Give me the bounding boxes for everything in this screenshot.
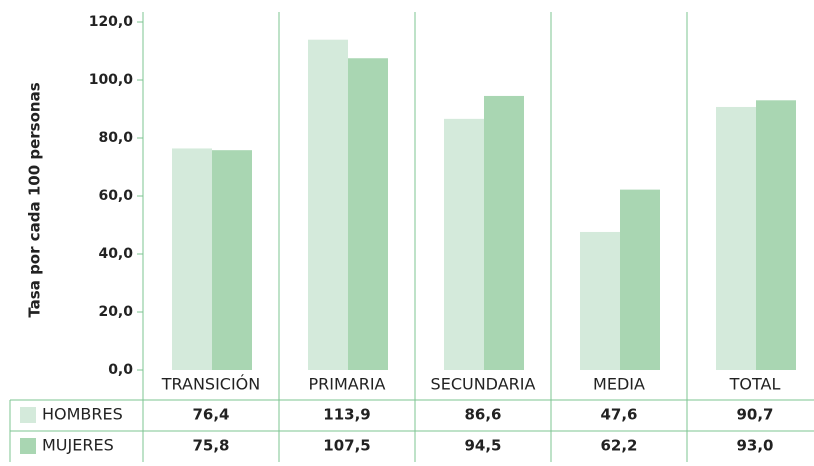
- value-label: 76,4: [192, 406, 229, 424]
- bar: [620, 189, 660, 370]
- value-label: 86,6: [464, 406, 501, 424]
- legend-swatch: [20, 407, 36, 423]
- bar: [580, 231, 620, 370]
- bar: [756, 100, 796, 371]
- value-label: 47,6: [600, 406, 637, 424]
- bar: [348, 58, 388, 370]
- y-tick-label: 40,0: [98, 246, 133, 262]
- bar: [444, 118, 484, 370]
- bar: [212, 150, 252, 370]
- y-tick-label: 120,0: [89, 14, 134, 30]
- value-label: 62,2: [600, 437, 637, 455]
- y-tick-label: 20,0: [98, 304, 133, 320]
- legend-label: MUJERES: [42, 436, 114, 455]
- value-label: 90,7: [736, 406, 773, 424]
- x-tick-label: TOTAL: [729, 375, 781, 394]
- value-label: 93,0: [736, 437, 773, 455]
- x-tick-label: PRIMARIA: [308, 375, 385, 394]
- y-axis-title: Tasa por cada 100 personas: [26, 82, 44, 317]
- y-tick-label: 0,0: [108, 362, 133, 378]
- legend-swatch: [20, 438, 36, 454]
- y-tick-label: 80,0: [98, 130, 133, 146]
- legend-label: HOMBRES: [42, 405, 123, 424]
- bar: [308, 39, 348, 370]
- x-tick-label: TRANSICIÓN: [161, 375, 260, 394]
- y-tick-label: 100,0: [89, 72, 134, 88]
- x-tick-label: SECUNDARIA: [431, 375, 536, 394]
- value-label: 75,8: [192, 437, 229, 455]
- bar: [716, 106, 756, 370]
- bar: [172, 148, 212, 370]
- value-label: 107,5: [323, 437, 370, 455]
- value-label: 113,9: [323, 406, 370, 424]
- y-tick-label: 60,0: [98, 188, 133, 204]
- x-tick-label: MEDIA: [593, 375, 645, 394]
- value-label: 94,5: [464, 437, 501, 455]
- bar: [484, 95, 524, 370]
